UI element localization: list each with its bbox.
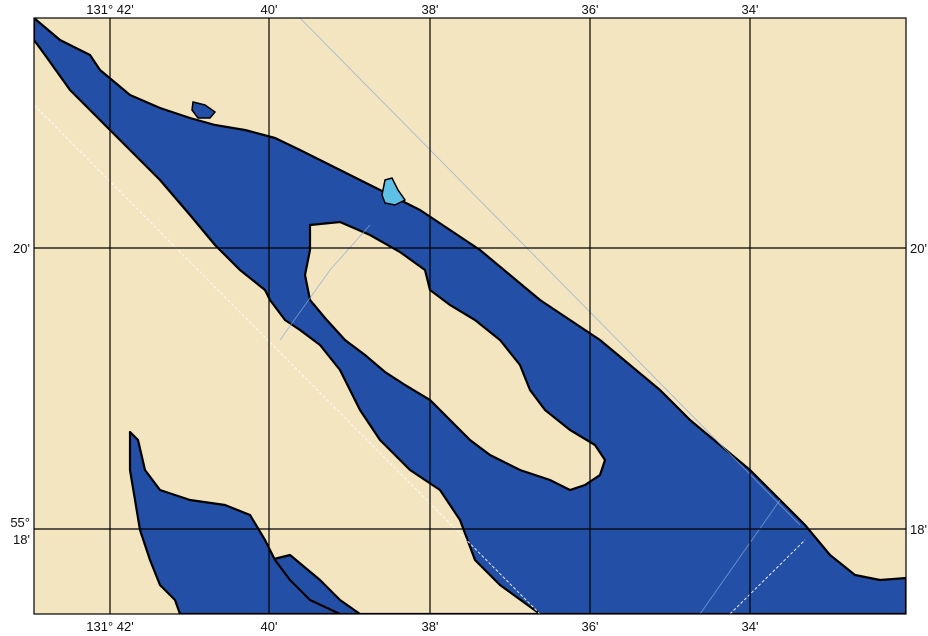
- top-label-lon-42: 131° 42': [86, 2, 133, 17]
- right-label-lat-20: 20': [910, 241, 927, 256]
- top-label-lon-34: 34': [742, 2, 759, 17]
- boundary-line-ne: [299, 18, 801, 526]
- left-label-lat-18-min: 18': [13, 532, 30, 547]
- left-label-lat-20: 20': [13, 241, 30, 256]
- map-frame: [33, 17, 907, 615]
- boundary-line-se: [729, 539, 806, 614]
- bottom-label-lon-42: 131° 42': [86, 619, 133, 634]
- right-label-lat-18: 18': [910, 522, 927, 537]
- left-label-lat-18-deg: 55°: [10, 515, 30, 530]
- bay-detail-north: [381, 177, 407, 206]
- top-label-lon-40: 40': [261, 2, 278, 17]
- bay-detail-northwest: [191, 101, 217, 119]
- central-island: [303, 220, 607, 492]
- southwest-inlet-water: [128, 430, 342, 614]
- faint-track-1: [279, 224, 371, 341]
- faint-track-2: [699, 499, 781, 614]
- bottom-label-lon-34: 34': [742, 619, 759, 634]
- bottom-label-lon-38: 38': [422, 619, 439, 634]
- bottom-label-lon-40: 40': [261, 619, 278, 634]
- bottom-label-lon-36: 36': [582, 619, 599, 634]
- top-label-lon-36: 36': [582, 2, 599, 17]
- top-label-lon-38: 38': [422, 2, 439, 17]
